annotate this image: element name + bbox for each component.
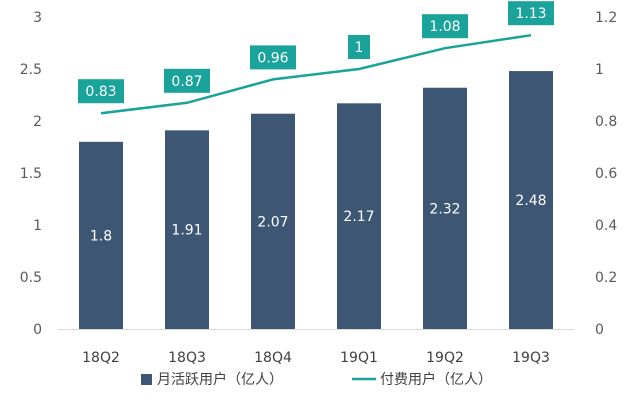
line-value-label-19Q2: 1.08 bbox=[422, 14, 468, 39]
line-value-label-18Q2: 0.83 bbox=[78, 79, 124, 104]
line-paid-users bbox=[100, 33, 532, 115]
x-axis-tick-label: 18Q3 bbox=[168, 350, 206, 366]
left-axis-tick-label: 2.5 bbox=[20, 62, 42, 78]
left-axis-tick-label: 3 bbox=[33, 10, 42, 26]
line-value-label-19Q3: 1.13 bbox=[508, 1, 554, 26]
x-axis-ticks: 18Q2 18Q3 18Q4 19Q1 19Q2 19Q3 bbox=[82, 350, 550, 366]
line-value-label: 1.08 bbox=[429, 19, 460, 35]
line-value-label: 0.96 bbox=[257, 50, 288, 66]
right-axis-tick-label: 1.2 bbox=[595, 10, 617, 26]
bar-series bbox=[79, 71, 553, 329]
left-axis: 0 0.5 1 1.5 2 2.5 3 bbox=[20, 10, 42, 338]
right-axis-tick-label: 0.4 bbox=[595, 218, 617, 234]
x-axis-tick-label: 18Q4 bbox=[254, 350, 292, 366]
bar-19Q3 bbox=[509, 71, 553, 329]
right-axis-tick-label: 0.8 bbox=[595, 114, 617, 130]
bar-value-label: 1.91 bbox=[171, 223, 202, 239]
line-label-box bbox=[250, 45, 296, 70]
line-data-labels: 0.83 0.87 0.96 1 1.08 1.13 bbox=[78, 1, 554, 104]
bar-value-label: 1.8 bbox=[90, 228, 112, 244]
line-value-label-19Q1: 1 bbox=[348, 35, 370, 59]
line-value-label-18Q4: 0.96 bbox=[250, 45, 296, 70]
line-value-label: 0.87 bbox=[171, 74, 202, 90]
bar-18Q2 bbox=[79, 141, 123, 329]
left-axis-tick-label: 2 bbox=[33, 114, 42, 130]
line-label-box bbox=[422, 14, 468, 39]
bar-value-label: 2.32 bbox=[429, 201, 460, 217]
line-label-box bbox=[164, 68, 210, 93]
bar-value-label: 2.07 bbox=[257, 214, 288, 230]
right-axis-tick-label: 1 bbox=[595, 62, 604, 78]
legend: 月活跃用户（亿人） 付费用户（亿人） bbox=[141, 371, 492, 388]
bar-value-label: 2.17 bbox=[343, 209, 374, 225]
line-value-label-18Q3: 0.87 bbox=[164, 68, 210, 93]
left-axis-tick-label: 1 bbox=[33, 218, 42, 234]
line-value-label: 1 bbox=[355, 40, 364, 56]
line-label-box bbox=[508, 1, 554, 26]
left-axis-tick-label: 1.5 bbox=[20, 166, 42, 182]
bar-19Q1 bbox=[337, 103, 381, 329]
x-axis-tick-label: 19Q1 bbox=[340, 350, 378, 366]
right-axis: 0 0.2 0.4 0.6 0.8 1 1.2 bbox=[595, 10, 617, 338]
legend-swatch-bar bbox=[141, 374, 152, 385]
left-axis-tick-label: 0 bbox=[33, 322, 42, 338]
right-axis-tick-label: 0.6 bbox=[595, 166, 617, 182]
bar-18Q3 bbox=[165, 130, 209, 329]
right-axis-tick-label: 0.2 bbox=[595, 270, 617, 286]
x-axis-tick-label: 18Q2 bbox=[82, 350, 120, 366]
right-axis-tick-label: 0 bbox=[595, 322, 604, 338]
legend-label-bar: 月活跃用户（亿人） bbox=[157, 371, 283, 388]
legend-label-line: 付费用户（亿人） bbox=[380, 371, 492, 388]
x-axis-tick-label: 19Q3 bbox=[512, 350, 550, 366]
bar-19Q2 bbox=[423, 87, 467, 329]
line-series bbox=[100, 33, 532, 115]
line-label-box bbox=[78, 79, 124, 104]
line-value-label: 1.13 bbox=[515, 6, 546, 22]
line-label-box bbox=[348, 35, 370, 59]
bar-data-labels: 1.8 1.91 2.07 2.17 2.32 2.48 bbox=[90, 193, 547, 244]
left-axis-tick-label: 0.5 bbox=[20, 270, 42, 286]
bar-18Q4 bbox=[251, 113, 295, 329]
x-axis-tick-label: 19Q2 bbox=[426, 350, 464, 366]
line-value-label: 0.83 bbox=[85, 84, 116, 100]
bar-value-label: 2.48 bbox=[515, 193, 546, 209]
